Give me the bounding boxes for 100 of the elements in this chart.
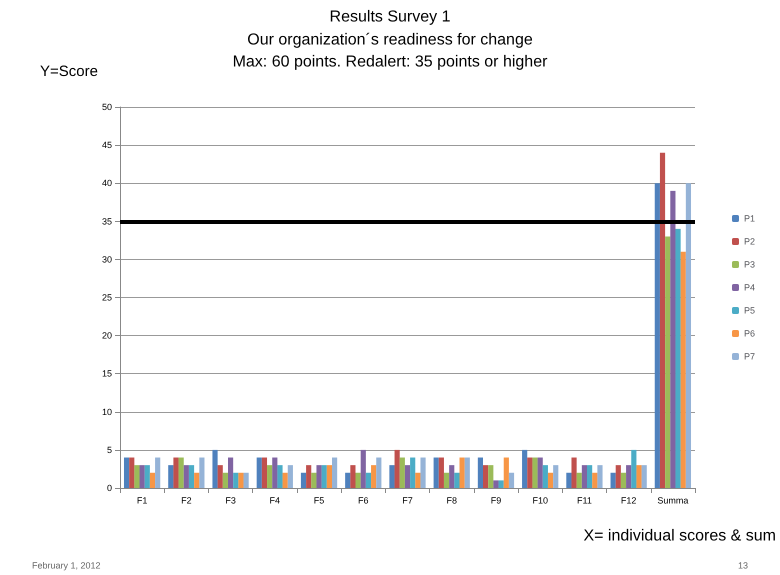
y-tick-label: 25 [102, 292, 112, 302]
bar [597, 465, 603, 488]
bar [267, 465, 272, 488]
bar [168, 465, 174, 488]
bar [233, 472, 238, 488]
bar [420, 458, 426, 488]
bar [686, 183, 692, 488]
bar [410, 458, 416, 488]
x-tick-label: F8 [446, 496, 457, 506]
bar [508, 472, 514, 488]
bar [140, 465, 145, 488]
legend-label: P5 [744, 306, 756, 316]
bar [576, 472, 582, 488]
bar [538, 458, 543, 488]
y-tick-label: 5 [106, 444, 112, 455]
x-tick-label: F12 [620, 496, 636, 506]
y-tick-label: 40 [102, 178, 112, 188]
bar [282, 472, 288, 488]
x-tick-label: F10 [532, 496, 548, 506]
bar [272, 458, 278, 488]
y-tick-label: 30 [102, 254, 112, 264]
bar [404, 465, 410, 488]
bar [566, 472, 572, 488]
bar [616, 465, 621, 488]
bar [262, 458, 268, 488]
bar [228, 458, 234, 488]
bar [199, 458, 204, 488]
bar [620, 472, 626, 488]
bar [553, 465, 558, 488]
text: 13 [738, 560, 748, 570]
legend-label: P2 [744, 236, 756, 246]
chart-subtitle: Our organization´s readiness for change Max: 60 points. Redalert: 35 points or higher [232, 32, 548, 70]
bar [371, 465, 376, 488]
x-tick-label: F3 [225, 496, 236, 506]
bar [460, 458, 465, 488]
bar [212, 450, 218, 488]
bar [493, 480, 499, 488]
x-tick-label: F11 [577, 496, 592, 506]
bar [277, 465, 283, 488]
bar [665, 236, 670, 488]
bar [587, 465, 592, 488]
y-tick-label: 35 [102, 216, 112, 226]
bar [184, 465, 189, 488]
y-tick-label: 0 [106, 483, 112, 493]
bar [332, 458, 338, 488]
bar [173, 458, 179, 488]
bar [680, 252, 686, 488]
bar [178, 458, 184, 488]
x-tick-label: F2 [181, 496, 192, 506]
legend-label: P1 [744, 214, 756, 224]
bar [504, 458, 509, 488]
legend-label: P6 [744, 328, 756, 338]
bar [244, 472, 249, 488]
x-tick-label: F9 [490, 496, 502, 506]
bar [124, 458, 130, 488]
y-tick-label: 20 [102, 330, 112, 341]
bar [522, 450, 528, 488]
bar [288, 465, 293, 488]
bar [194, 472, 200, 488]
y-axis-title: Y=Score [40, 63, 98, 80]
bar [389, 465, 395, 488]
bar [256, 458, 262, 488]
y-tick-label: 15 [102, 368, 112, 379]
text: February 1, 2012 [32, 560, 101, 570]
bar [155, 458, 160, 488]
bar [610, 472, 616, 488]
bar [316, 465, 322, 488]
bar [532, 458, 538, 488]
bar [631, 450, 636, 488]
x-tick-label: F6 [358, 496, 369, 506]
bar [636, 465, 642, 488]
bar [592, 472, 598, 488]
bar [188, 465, 194, 488]
bar [571, 458, 577, 488]
bar [642, 465, 647, 488]
bar [444, 472, 450, 488]
x-tick-label: F5 [314, 496, 324, 506]
chart-title: Results Survey 1 [330, 8, 451, 26]
bar [400, 458, 405, 488]
bar [366, 472, 372, 488]
bar [322, 465, 327, 488]
bar [542, 465, 548, 488]
bar [438, 458, 444, 488]
bar [150, 472, 156, 488]
bar [218, 465, 223, 488]
bar [222, 472, 228, 488]
bar [326, 465, 332, 488]
x-axis-title: X= individual scores & sum [583, 528, 776, 544]
legend-label: P4 [744, 282, 756, 292]
bar [376, 458, 382, 488]
bar [129, 458, 134, 488]
bar [582, 465, 588, 488]
y-tick-label: 10 [102, 406, 112, 417]
bar [394, 450, 400, 488]
bar [626, 465, 632, 488]
x-tick-label: Summa [657, 496, 688, 506]
bar [660, 152, 666, 488]
bar [670, 190, 676, 488]
bar [483, 465, 488, 488]
legend-label: P7 [744, 352, 756, 362]
